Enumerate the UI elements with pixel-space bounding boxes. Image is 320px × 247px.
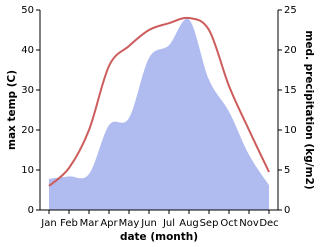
x-tick-label: Oct — [220, 218, 237, 229]
x-tick-label: Apr — [100, 218, 118, 229]
x-tick-label: Dec — [259, 218, 278, 229]
x-tick-label: May — [119, 218, 140, 229]
x-tick-label: Jun — [140, 218, 157, 229]
y-tick-label: 50 — [21, 5, 34, 16]
x-tick-label: Jul — [162, 218, 175, 229]
x-tick-label: Aug — [179, 218, 199, 229]
y2-tick-label: 15 — [284, 85, 297, 96]
y2-tick-label: 20 — [284, 45, 297, 56]
x-tick-label: Feb — [60, 218, 78, 229]
precipitation-area — [49, 18, 269, 211]
y2-tick-label: 25 — [284, 5, 297, 16]
x-tick-label: Mar — [80, 218, 100, 229]
x-tick-label: Sep — [200, 218, 219, 229]
y2-tick-label: 5 — [284, 165, 290, 176]
y-tick-label: 0 — [28, 205, 34, 216]
y-tick-label: 10 — [21, 165, 34, 176]
y2-tick-label: 10 — [284, 125, 297, 136]
y2-tick-label: 0 — [284, 205, 290, 216]
x-tick-label: Jan — [40, 218, 56, 229]
y-tick-label: 30 — [21, 85, 34, 96]
temp-line — [48, 16, 270, 187]
y-axis-label: max temp (C) — [6, 70, 18, 150]
y-tick-label: 20 — [21, 125, 34, 136]
y-tick-label: 40 — [21, 45, 34, 56]
x-axis-label: date (month) — [120, 231, 198, 243]
axes-frame — [39, 10, 279, 211]
x-tick-label: Nov — [239, 218, 259, 229]
y2-axis-label: med. precipitation (kg/m2) — [303, 30, 315, 189]
